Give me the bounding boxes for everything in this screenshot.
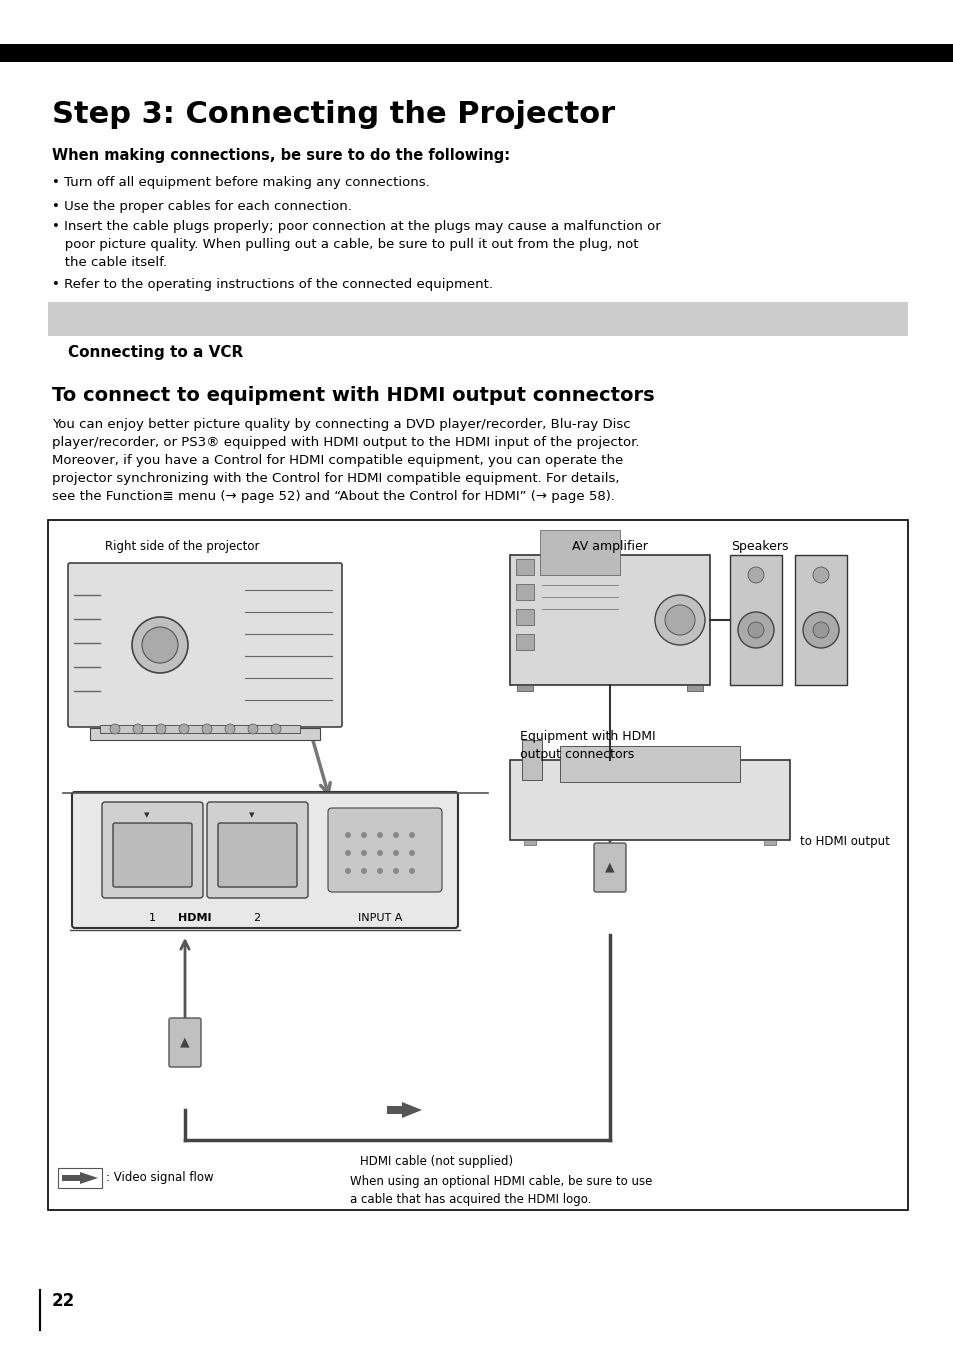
Text: AV amplifier: AV amplifier [572,539,647,553]
Text: • Turn off all equipment before making any connections.: • Turn off all equipment before making a… [52,176,429,189]
Circle shape [179,725,189,734]
FancyBboxPatch shape [218,823,296,887]
Bar [559,746,740,781]
Text: • Insert the cable plugs properly; poor connection at the plugs may cause a malf: • Insert the cable plugs properly; poor … [52,220,660,233]
Circle shape [132,725,143,734]
Circle shape [248,725,257,734]
Bar [763,840,775,845]
Text: ▾: ▾ [144,810,150,821]
Text: Right side of the projector: Right side of the projector [105,539,259,553]
Circle shape [747,622,763,638]
Bar [516,558,534,575]
Bar [48,301,907,337]
Text: to HDMI output: to HDMI output [800,836,889,848]
FancyBboxPatch shape [169,1018,201,1067]
FancyBboxPatch shape [68,562,341,727]
Text: Moreover, if you have a Control for HDMI compatible equipment, you can operate t: Moreover, if you have a Control for HDMI… [52,454,622,466]
FancyBboxPatch shape [71,792,457,927]
Text: player/recorder, or PS3® equipped with HDMI output to the HDMI input of the proj: player/recorder, or PS3® equipped with H… [52,435,639,449]
Bar [729,556,781,685]
Circle shape [664,604,695,635]
Text: INPUT A: INPUT A [357,913,402,923]
Bar [516,634,534,650]
Bar [58,1168,102,1188]
Circle shape [360,831,367,838]
Bar [62,1175,80,1182]
Circle shape [345,850,351,856]
Circle shape [345,831,351,838]
Circle shape [812,622,828,638]
Circle shape [802,612,838,648]
Circle shape [409,868,415,873]
FancyBboxPatch shape [328,808,441,892]
Circle shape [738,612,773,648]
Bar [516,584,534,600]
Circle shape [812,566,828,583]
Bar [516,608,534,625]
Text: 1: 1 [149,913,155,923]
Text: When using an optional HDMI cable, be sure to use
a cable that has acquired the : When using an optional HDMI cable, be su… [350,1175,652,1206]
Text: ▲: ▲ [180,1036,190,1049]
Text: 22: 22 [52,1293,75,1310]
Circle shape [376,868,382,873]
Circle shape [360,850,367,856]
Circle shape [132,617,188,673]
Circle shape [110,725,120,734]
Bar [387,1106,401,1114]
Circle shape [376,850,382,856]
Text: Connecting to a VCR: Connecting to a VCR [68,346,243,361]
Text: ▲: ▲ [604,860,614,873]
Bar [0,45,953,62]
Circle shape [409,831,415,838]
Bar [523,840,536,845]
Bar [521,740,541,780]
Circle shape [655,595,704,645]
Bar [100,725,299,733]
Bar [510,556,709,685]
Text: To connect to equipment with HDMI output connectors: To connect to equipment with HDMI output… [52,387,654,406]
Bar [90,727,319,740]
Text: projector synchronizing with the Control for HDMI compatible equipment. For deta: projector synchronizing with the Control… [52,472,618,485]
Circle shape [409,850,415,856]
Circle shape [202,725,212,734]
Bar [686,685,702,691]
Bar [48,521,907,1210]
Text: : Video signal flow: : Video signal flow [106,1171,213,1184]
Text: When making connections, be sure to do the following:: When making connections, be sure to do t… [52,147,510,164]
FancyBboxPatch shape [102,802,203,898]
Bar [539,530,619,575]
Circle shape [376,831,382,838]
Text: Step 3: Connecting the Projector: Step 3: Connecting the Projector [52,100,615,128]
Text: HDMI: HDMI [178,913,212,923]
Circle shape [271,725,281,734]
Text: Equipment with HDMI
output connectors: Equipment with HDMI output connectors [519,730,655,761]
Text: the cable itself.: the cable itself. [52,256,167,269]
Circle shape [345,868,351,873]
Text: 2: 2 [253,913,260,923]
Text: ▾: ▾ [249,810,254,821]
Bar [517,685,533,691]
Circle shape [225,725,234,734]
Text: • Refer to the operating instructions of the connected equipment.: • Refer to the operating instructions of… [52,279,493,291]
FancyBboxPatch shape [112,823,192,887]
Circle shape [393,831,398,838]
Circle shape [360,868,367,873]
Circle shape [142,627,178,662]
FancyBboxPatch shape [207,802,308,898]
Text: poor picture quality. When pulling out a cable, be sure to pull it out from the : poor picture quality. When pulling out a… [52,238,638,251]
Polygon shape [80,1172,98,1184]
FancyBboxPatch shape [594,844,625,892]
Circle shape [393,868,398,873]
Text: see the Function≣ menu (→ page 52) and “About the Control for HDMI” (→ page 58).: see the Function≣ menu (→ page 52) and “… [52,489,615,503]
Text: HDMI cable (not supplied): HDMI cable (not supplied) [360,1155,513,1168]
Circle shape [393,850,398,856]
Polygon shape [401,1102,421,1118]
Bar [794,556,846,685]
Circle shape [156,725,166,734]
Text: • Use the proper cables for each connection.: • Use the proper cables for each connect… [52,200,352,214]
Bar [510,760,789,840]
Text: Speakers: Speakers [731,539,788,553]
Text: You can enjoy better picture quality by connecting a DVD player/recorder, Blu-ra: You can enjoy better picture quality by … [52,418,630,431]
Circle shape [747,566,763,583]
